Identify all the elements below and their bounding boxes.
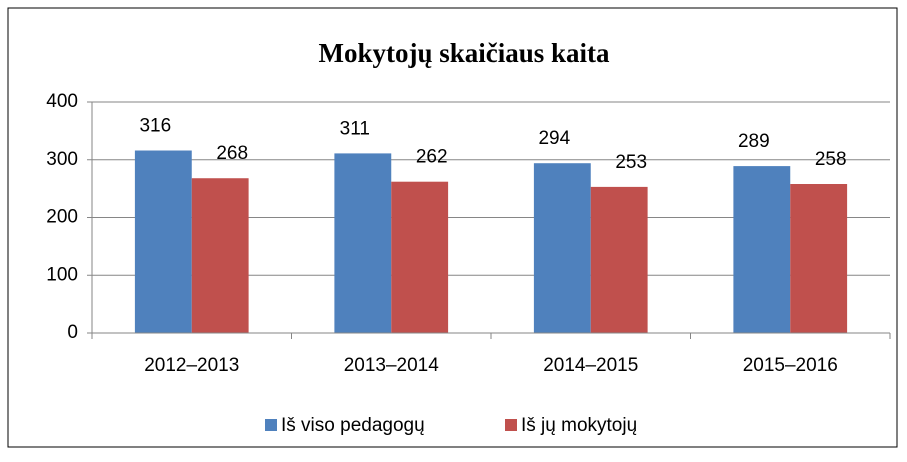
data-label: 258	[815, 149, 847, 170]
bar	[533, 163, 591, 333]
data-label: 289	[738, 131, 770, 152]
x-tick-label: 2014–2015	[543, 355, 638, 376]
data-label: 311	[340, 118, 370, 139]
data-label: 268	[216, 143, 248, 164]
data-label: 253	[615, 152, 647, 173]
x-tick-label: 2015–2016	[743, 355, 838, 376]
x-tick-label: 2012–2013	[144, 355, 239, 376]
y-tick-label: 0	[67, 322, 78, 343]
bar	[733, 166, 791, 333]
x-tick-label: 2013–2014	[344, 355, 440, 376]
data-label: 262	[416, 147, 448, 168]
bar	[590, 186, 648, 333]
y-tick-label: 200	[46, 207, 78, 228]
legend-label: Iš viso pedagogų	[281, 415, 425, 436]
bar	[134, 150, 192, 333]
bar	[191, 178, 249, 333]
legend-swatch	[265, 419, 277, 431]
bar	[391, 181, 449, 333]
y-tick-label: 100	[46, 264, 78, 285]
y-tick-label: 300	[46, 149, 78, 170]
y-tick-label: 400	[46, 91, 78, 112]
bar	[790, 184, 848, 333]
data-label: 316	[139, 116, 171, 137]
chart-title: Mokytojų skaičiaus kaita	[318, 38, 610, 68]
data-label: 294	[538, 128, 570, 149]
bar	[334, 153, 392, 333]
legend-swatch	[505, 419, 517, 431]
legend-label: Iš jų mokytojų	[521, 415, 637, 436]
